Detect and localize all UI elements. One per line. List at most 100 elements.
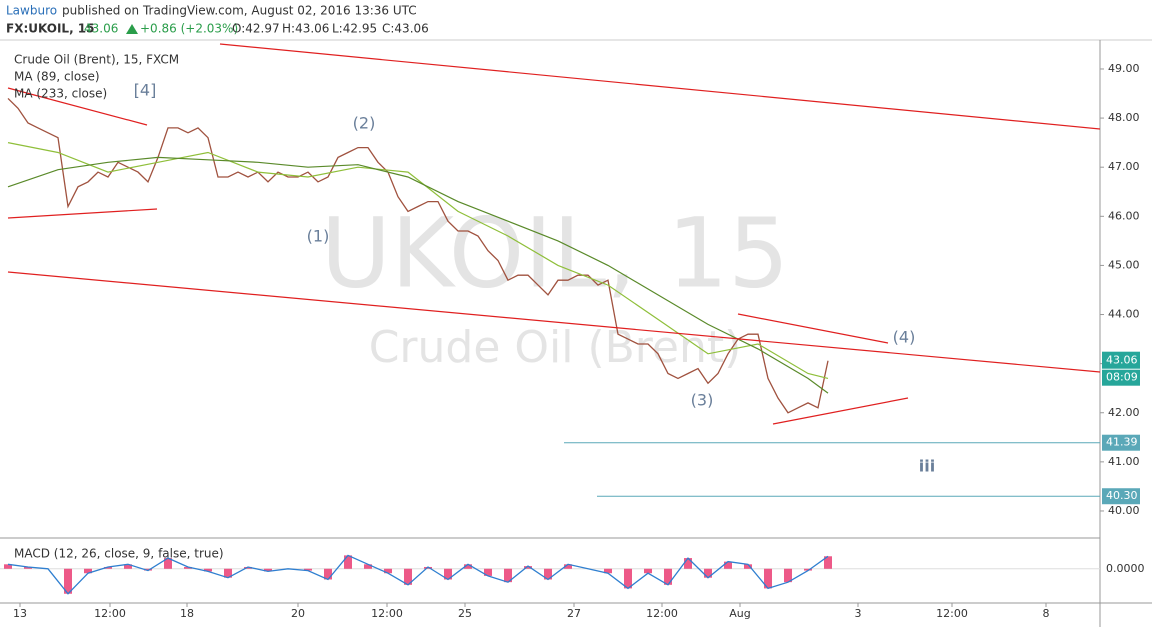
macd-hist bbox=[24, 566, 32, 569]
macd-hist bbox=[64, 568, 72, 594]
wave-label: [4] bbox=[134, 81, 157, 100]
macd-hist bbox=[144, 568, 152, 571]
x-tick-label: 25 bbox=[458, 607, 472, 620]
wave-label: (2) bbox=[353, 114, 376, 133]
wave-label: (1) bbox=[307, 227, 330, 246]
x-tick-label: 13 bbox=[13, 607, 27, 620]
x-tick-label: 12:00 bbox=[371, 607, 403, 620]
ohlc-value: C:43.06 bbox=[382, 22, 429, 36]
trend-line bbox=[737, 313, 889, 344]
macd-hist bbox=[824, 556, 832, 569]
trend-line bbox=[7, 208, 158, 219]
y-tick-label: 40.00 bbox=[1108, 504, 1140, 517]
x-tick-label: Aug bbox=[729, 607, 750, 620]
macd-hist bbox=[704, 568, 712, 578]
macd-hist bbox=[84, 568, 92, 574]
price-level-label: 41.39 bbox=[1106, 436, 1138, 449]
macd-tick-label: 0.0000 bbox=[1106, 562, 1145, 575]
legend-entry: MA (89, close) bbox=[14, 70, 100, 84]
countdown-label: 08:09 bbox=[1106, 371, 1138, 384]
macd-hist bbox=[244, 566, 252, 569]
ma-line bbox=[7, 142, 829, 379]
x-tick-label: 12:00 bbox=[646, 607, 678, 620]
macd-hist bbox=[764, 568, 772, 589]
macd-hist bbox=[544, 568, 552, 580]
macd-hist bbox=[724, 561, 732, 569]
x-tick-label: 8 bbox=[1043, 607, 1050, 620]
price-line bbox=[7, 97, 829, 414]
last: 43.06 bbox=[84, 22, 118, 36]
y-tick-label: 44.00 bbox=[1108, 308, 1140, 321]
macd-hist bbox=[184, 566, 192, 569]
macd-hist bbox=[344, 555, 352, 569]
symbol: FX:UKOIL, 15 bbox=[6, 22, 95, 36]
macd-hist bbox=[644, 568, 652, 574]
change: +0.86 (+2.03%) bbox=[140, 22, 238, 36]
y-tick-label: 49.00 bbox=[1108, 62, 1140, 75]
ohlc-value: H:43.06 bbox=[282, 22, 329, 36]
macd-hist bbox=[744, 564, 752, 569]
macd-hist bbox=[524, 566, 532, 569]
macd-hist bbox=[484, 568, 492, 576]
x-tick-label: 3 bbox=[855, 607, 862, 620]
last-price-box bbox=[1102, 351, 1140, 369]
wave-label: (4) bbox=[893, 328, 916, 347]
wave-label: (3) bbox=[691, 391, 714, 410]
legend-entry: MA (233, close) bbox=[14, 87, 107, 101]
countdown-box bbox=[1102, 369, 1140, 386]
macd-hist bbox=[664, 568, 672, 585]
watermark: UKOIL, 15 bbox=[321, 197, 790, 309]
watermark-sub: Crude Oil (Brent) bbox=[369, 322, 742, 373]
macd-hist bbox=[384, 568, 392, 574]
publisher[interactable]: Lawburo bbox=[6, 4, 57, 18]
y-tick-label: 48.00 bbox=[1108, 111, 1140, 124]
macd-hist bbox=[364, 564, 372, 569]
x-tick-label: 20 bbox=[291, 607, 305, 620]
macd-hist bbox=[604, 568, 612, 574]
macd-hist bbox=[424, 566, 432, 569]
price-level-label: 40.30 bbox=[1106, 489, 1138, 502]
macd-hist bbox=[564, 564, 572, 569]
x-tick-label: 12:00 bbox=[936, 607, 968, 620]
ma-line bbox=[7, 156, 829, 394]
trend-line bbox=[7, 87, 148, 126]
trend-line bbox=[219, 43, 1101, 130]
macd-line bbox=[7, 554, 829, 595]
macd-hist bbox=[804, 568, 812, 571]
y-tick-label: 42.00 bbox=[1108, 406, 1140, 419]
macd-hist bbox=[204, 568, 212, 572]
ohlc: O:42.97 H:43.06 L:42.95 C:43.06 bbox=[232, 22, 429, 36]
y-tick-label: 41.00 bbox=[1108, 455, 1140, 468]
price-level-box bbox=[1102, 488, 1140, 505]
macd-hist bbox=[124, 564, 132, 569]
macd-hist bbox=[264, 568, 272, 572]
macd-hist bbox=[104, 566, 112, 569]
y-tick-label: 45.00 bbox=[1108, 258, 1140, 271]
trend-line bbox=[772, 397, 909, 425]
macd-hist bbox=[684, 558, 692, 569]
last-price-label: 43.06 bbox=[1106, 354, 1138, 367]
published: published on TradingView.com, August 02,… bbox=[62, 4, 417, 18]
annotations: [4] (1) (2) (3) (4) iii bbox=[134, 81, 936, 476]
price-level-box bbox=[1102, 434, 1140, 451]
macd-hist bbox=[784, 568, 792, 583]
macd-hist bbox=[504, 568, 512, 583]
macd-hist bbox=[324, 568, 332, 580]
x-tick-label: 27 bbox=[567, 607, 581, 620]
y-tick-label: 47.00 bbox=[1108, 160, 1140, 173]
macd-hist bbox=[164, 558, 172, 569]
wave-label: iii bbox=[919, 457, 935, 476]
macd-hist bbox=[304, 568, 312, 571]
y-tick-label: 46.00 bbox=[1108, 209, 1140, 222]
legend-title: Crude Oil (Brent), 15, FXCM bbox=[14, 53, 179, 67]
up-arrow bbox=[126, 24, 138, 34]
x-tick-label: 18 bbox=[180, 607, 194, 620]
macd-hist bbox=[4, 564, 12, 569]
macd-hist bbox=[404, 568, 412, 585]
x-tick-label: 12:00 bbox=[94, 607, 126, 620]
macd-hist bbox=[624, 568, 632, 589]
macd-hist bbox=[444, 568, 452, 580]
macd-hist bbox=[224, 568, 232, 578]
macd-hist bbox=[464, 564, 472, 569]
